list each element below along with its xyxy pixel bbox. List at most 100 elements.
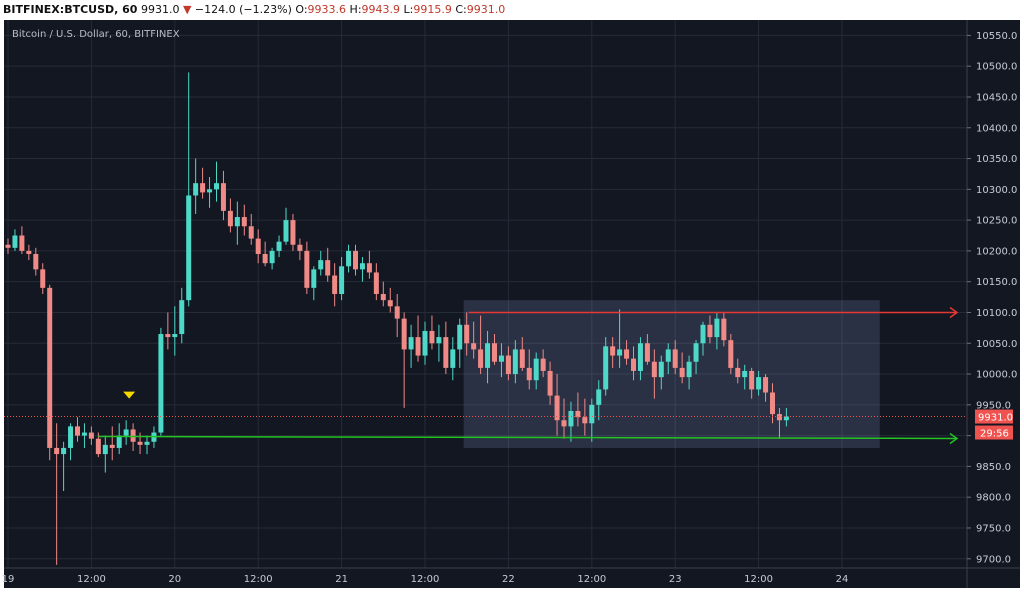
candle[interactable] [186,72,192,307]
candle[interactable] [707,315,713,344]
candle[interactable] [359,257,365,282]
candle[interactable] [297,238,303,261]
candle[interactable] [241,204,247,236]
candle[interactable] [158,327,164,436]
candle[interactable] [109,426,115,461]
candle[interactable] [443,321,449,375]
candle[interactable] [457,318,463,368]
candle[interactable] [200,167,206,199]
candle[interactable] [401,312,407,408]
candle[interactable] [33,247,39,276]
candle[interactable] [547,361,553,405]
candle[interactable] [387,287,393,313]
candle[interactable] [624,340,630,365]
candle[interactable] [283,207,289,245]
candle[interactable] [658,355,664,390]
candle[interactable] [492,334,497,365]
candle[interactable] [318,250,324,276]
candle[interactable] [561,398,567,439]
candle[interactable] [498,343,504,378]
candle[interactable] [248,213,254,245]
candle[interactable] [165,312,171,350]
candle[interactable] [255,229,261,264]
time-axis[interactable]: 19 12:00 20 12:00 21 12:00 22 12:00 23 12:00 24 [2,574,849,585]
candle[interactable] [68,423,74,461]
candle[interactable] [214,161,219,202]
candle[interactable] [471,321,477,359]
candle[interactable] [693,340,699,375]
candle[interactable] [227,198,233,233]
candles-layer[interactable] [5,72,789,565]
candle[interactable] [394,294,400,338]
candle[interactable] [234,201,240,245]
candle[interactable] [54,423,60,565]
candle[interactable] [269,247,275,270]
candle[interactable] [450,337,456,381]
candle[interactable] [554,374,560,436]
candle[interactable] [637,337,643,381]
candle[interactable] [47,284,53,461]
candle[interactable] [325,247,331,282]
candle[interactable] [144,435,150,455]
candle[interactable] [728,334,734,375]
candle[interactable] [603,337,609,396]
candle[interactable] [519,337,525,371]
candle[interactable] [589,398,595,442]
candle[interactable] [19,226,25,254]
candle[interactable] [749,367,755,399]
candle[interactable] [102,435,108,473]
candle[interactable] [665,343,671,375]
candle[interactable] [207,177,213,208]
candle[interactable] [776,407,782,439]
candle[interactable] [763,374,769,402]
candle[interactable] [172,306,178,356]
candle[interactable] [575,392,581,427]
candle[interactable] [12,229,18,251]
candle[interactable] [422,321,428,365]
candle[interactable] [721,312,727,347]
candle[interactable] [686,355,692,390]
candle[interactable] [81,423,87,448]
candle[interactable] [783,407,789,427]
candle[interactable] [505,346,511,381]
candle[interactable] [512,340,518,384]
candle[interactable] [596,380,602,421]
candle[interactable] [40,263,46,294]
candle[interactable] [679,352,685,384]
candle[interactable] [353,244,358,276]
candle[interactable] [526,349,532,390]
candle[interactable] [735,358,741,384]
candle[interactable] [88,426,94,445]
candle[interactable] [290,213,296,251]
candle[interactable] [582,398,588,436]
candle[interactable] [429,315,435,350]
trend-lines-layer[interactable] [4,306,967,445]
candle[interactable] [436,324,442,362]
candle[interactable] [276,235,282,258]
candle[interactable] [610,337,616,368]
candle[interactable] [714,312,720,350]
candle[interactable] [651,349,657,399]
range-box[interactable] [463,300,880,448]
candle[interactable] [408,324,414,368]
candle[interactable] [26,244,32,261]
candle[interactable] [311,266,317,301]
candle[interactable] [415,315,421,362]
candle[interactable] [366,250,372,279]
candle[interactable] [700,321,706,356]
candle[interactable] [220,170,226,221]
candle[interactable] [617,309,623,368]
candle[interactable] [533,352,539,390]
candle[interactable] [756,370,762,396]
candle[interactable] [193,158,199,214]
price-chart[interactable]: 10550.0 10500.0 10450.0 10400.0 10350.0 10300… [0,20,1024,592]
candle[interactable] [304,241,310,294]
candle[interactable] [478,315,484,375]
candle[interactable] [123,420,129,445]
candle[interactable] [672,340,678,375]
candle[interactable] [116,423,122,455]
candle[interactable] [75,417,80,442]
candle[interactable] [644,334,650,365]
candle[interactable] [631,346,636,381]
candle[interactable] [332,263,338,307]
